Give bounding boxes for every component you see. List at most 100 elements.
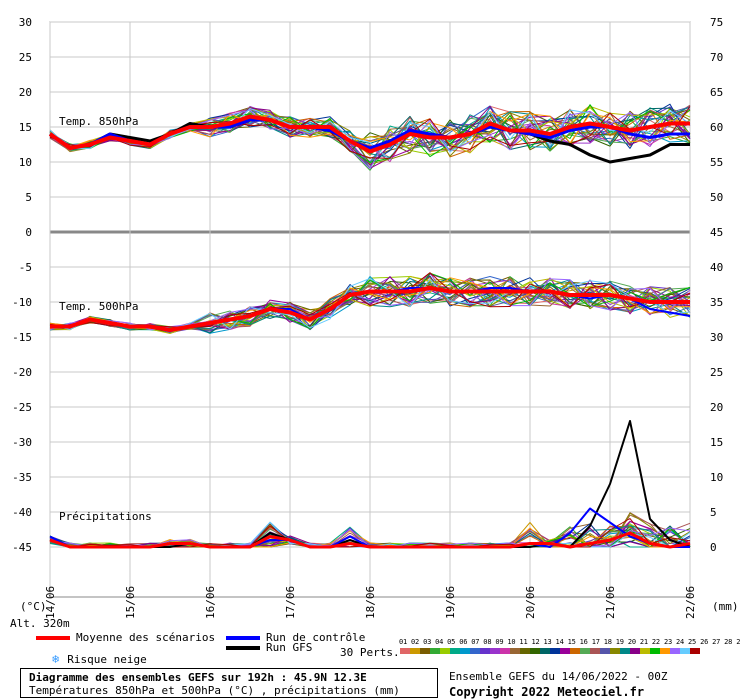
legend-mean-swatch	[36, 635, 70, 640]
left-tick-label: 30	[19, 16, 32, 29]
x-date-label: 22/06	[684, 586, 697, 619]
panel-label-precip: Précipitations	[59, 510, 152, 523]
legend-pert-numbers-text: 01 02 03 04 05 06 07 08 09 10 11 12 13 1…	[399, 638, 740, 646]
pert-swatch-3	[420, 648, 430, 654]
right-tick-label: 40	[710, 261, 723, 274]
t500-mean-line	[50, 286, 690, 332]
x-date-label: 15/06	[124, 586, 137, 619]
left-tick-label: -45	[12, 541, 32, 554]
left-tick-label: 10	[19, 156, 32, 169]
left-unit-label: (°C)	[20, 600, 47, 613]
right-tick-label: 10	[710, 471, 723, 484]
pert-swatch-25	[640, 648, 650, 654]
panel-label-t500: Temp. 500hPa	[59, 300, 138, 313]
left-tick-label: -15	[12, 331, 32, 344]
right-tick-label: 50	[710, 191, 723, 204]
chart-labels: Temp. 850hPa Temp. 500hPa Précipitations…	[10, 115, 739, 630]
pert-swatch-24	[630, 648, 640, 654]
pert-swatch-4	[430, 648, 440, 654]
precip-mean-line	[49, 531, 691, 549]
x-date-label-start: 14/06	[44, 586, 57, 619]
right-unit-label: (mm)	[712, 600, 739, 613]
pert-swatch-10	[490, 648, 500, 654]
left-tick-label: 0	[25, 226, 32, 239]
right-tick-label: 60	[710, 121, 723, 134]
pert-swatch-8	[470, 648, 480, 654]
altitude-label: Alt. 320m	[10, 617, 70, 630]
left-tick-label: 5	[25, 191, 32, 204]
panel-label-t850: Temp. 850hPa	[59, 115, 138, 128]
pert-swatch-28	[670, 648, 680, 654]
left-tick-label: 25	[19, 51, 32, 64]
ensemble-info: Ensemble GEFS du 14/06/2022 - 00Z	[449, 670, 668, 683]
legend-perts-label: 30 Perts.	[340, 646, 400, 659]
legend-control: Run de contrôle	[226, 631, 365, 644]
left-tick-label: -30	[12, 436, 32, 449]
right-tick-label: 55	[710, 156, 723, 169]
right-tick-label: 35	[710, 296, 723, 309]
pert-swatch-27	[660, 648, 670, 654]
pert-swatch-5	[440, 648, 450, 654]
x-date-label: 17/06	[284, 586, 297, 619]
right-tick-label: 65	[710, 86, 723, 99]
left-tick-label: 20	[19, 86, 32, 99]
copyright: Copyright 2022 Meteociel.fr	[449, 685, 645, 699]
pert-swatch-1	[400, 648, 410, 654]
pert-swatch-23	[620, 648, 630, 654]
pert-swatch-7	[460, 648, 470, 654]
title-box: Diagramme des ensembles GEFS sur 192h : …	[20, 668, 438, 698]
chart-series	[48, 103, 691, 549]
right-tick-label: 15	[710, 436, 723, 449]
right-tick-label: 25	[710, 366, 723, 379]
left-tick-label: 15	[19, 121, 32, 134]
right-tick-label: 70	[710, 51, 723, 64]
right-tick-label: 0	[710, 541, 717, 554]
right-tick-label: 5	[710, 506, 717, 519]
pert-swatch-15	[540, 648, 550, 654]
pert-swatch-2	[410, 648, 420, 654]
legend-control-label: Run de contrôle	[266, 631, 366, 644]
pert-swatch-6	[450, 648, 460, 654]
pert-swatch-13	[520, 648, 530, 654]
pert-swatch-19	[580, 648, 590, 654]
legend-snow-label: Risque neige	[67, 652, 147, 666]
left-tick-label: -20	[12, 366, 32, 379]
x-date-label: 16/06	[204, 586, 217, 619]
pert-swatch-30	[690, 648, 700, 654]
pert-swatch-29	[680, 648, 690, 654]
chart-title: Diagramme des ensembles GEFS sur 192h : …	[29, 671, 367, 684]
pert-swatch-18	[570, 648, 580, 654]
legend-mean: Moyenne des scénarios	[36, 631, 215, 644]
pert-swatch-14	[530, 648, 540, 654]
left-tick-label: -40	[12, 506, 32, 519]
perturbation-swatches	[400, 648, 700, 654]
right-tick-label: 75	[710, 16, 723, 29]
pert-swatch-12	[510, 648, 520, 654]
legend-perts: 30 Perts.	[340, 646, 400, 659]
x-date-label: 21/06	[604, 586, 617, 619]
pert-swatch-17	[560, 648, 570, 654]
legend-gfs: Run GFS	[226, 641, 312, 654]
legend: Moyenne des scénarios Run de contrôle Ru…	[0, 628, 740, 700]
pert-swatch-16	[550, 648, 560, 654]
legend-pert-numbers: 01 02 03 04 05 06 07 08 09 10 11 12 13 1…	[399, 638, 740, 646]
x-date-label: 18/06	[364, 586, 377, 619]
legend-gfs-label: Run GFS	[266, 641, 313, 654]
left-tick-label: -25	[12, 401, 32, 414]
legend-gfs-swatch	[226, 645, 260, 650]
pert-swatch-9	[480, 648, 490, 654]
right-tick-label: 30	[710, 331, 723, 344]
left-tick-label: -10	[12, 296, 32, 309]
x-date-label: 19/06	[444, 586, 457, 619]
snowflake-icon: ❄	[52, 652, 60, 666]
t500-member-25	[49, 275, 691, 334]
legend-control-swatch	[226, 635, 260, 640]
left-tick-label: -35	[12, 471, 32, 484]
x-date-label: 20/06	[524, 586, 537, 619]
pert-swatch-11	[500, 648, 510, 654]
pert-swatch-20	[590, 648, 600, 654]
pert-swatch-26	[650, 648, 660, 654]
chart-subtitle: Températures 850hPa et 500hPa (°C) , pré…	[29, 684, 400, 697]
